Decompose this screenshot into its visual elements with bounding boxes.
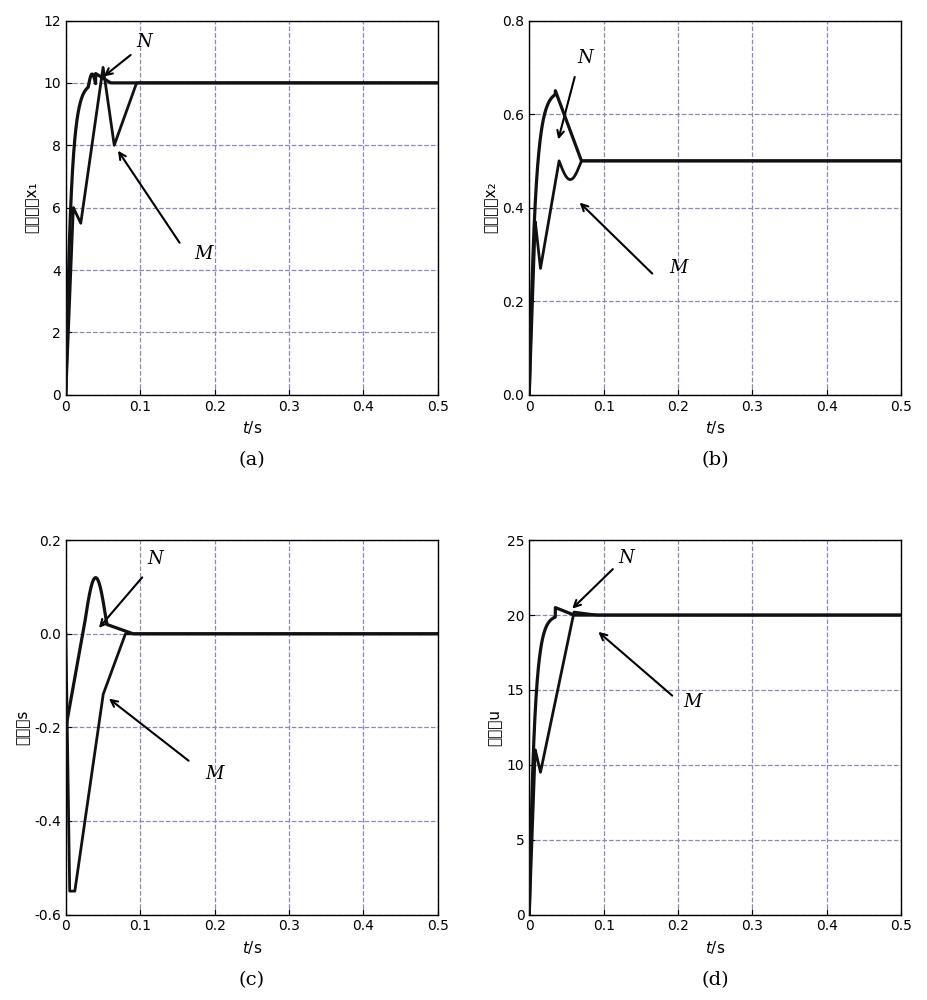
Text: N: N bbox=[578, 49, 593, 67]
X-axis label: $t$/s: $t$/s bbox=[705, 419, 725, 436]
Text: M: M bbox=[669, 259, 687, 277]
Y-axis label: 电感电流x₂: 电感电流x₂ bbox=[483, 182, 499, 233]
X-axis label: $t$/s: $t$/s bbox=[705, 939, 725, 956]
Text: M: M bbox=[206, 765, 223, 783]
Y-axis label: 滑模面s: 滑模面s bbox=[15, 710, 30, 745]
Text: M: M bbox=[684, 693, 702, 711]
Text: N: N bbox=[618, 549, 634, 567]
Text: (b): (b) bbox=[702, 451, 729, 469]
Text: (a): (a) bbox=[238, 451, 265, 469]
Text: N: N bbox=[136, 33, 152, 51]
X-axis label: $t$/s: $t$/s bbox=[242, 419, 262, 436]
Y-axis label: 控制量u: 控制量u bbox=[488, 709, 502, 746]
X-axis label: $t$/s: $t$/s bbox=[242, 939, 262, 956]
Text: (d): (d) bbox=[702, 971, 729, 989]
Text: M: M bbox=[195, 245, 212, 263]
Y-axis label: 输出电压x₁: 输出电压x₁ bbox=[24, 182, 39, 233]
Text: (c): (c) bbox=[239, 971, 265, 989]
Text: N: N bbox=[147, 550, 163, 568]
